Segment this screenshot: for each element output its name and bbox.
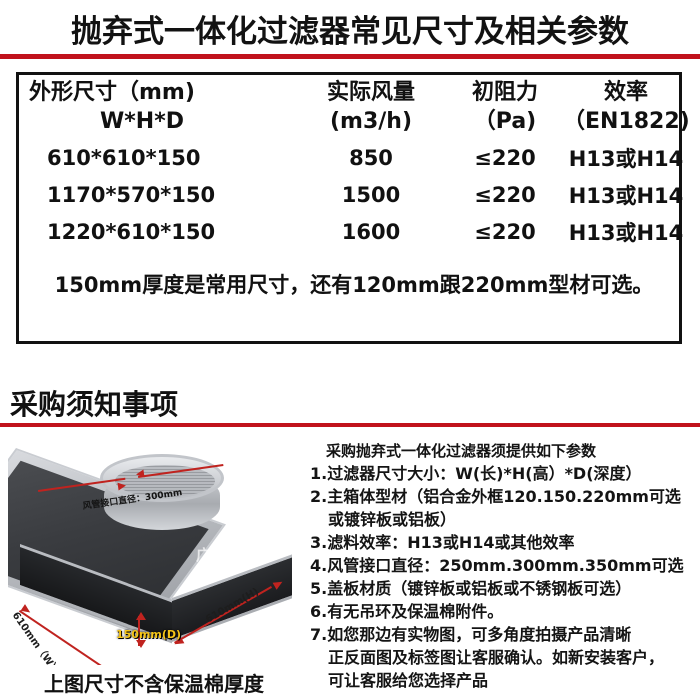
table-header-row: 外形尺寸（mm) W*H*D 实际风量 (m3/h) 初阻力 （Pa) 效率 （…: [19, 75, 690, 139]
title-block: 抛弃式一体化过滤器常见尺寸及相关参数: [0, 12, 700, 59]
note-text-cont: 或镀锌板或铝板）: [328, 510, 457, 529]
cell-resistance: ≤220: [474, 182, 536, 207]
column-header-efficiency: 效率 （EN1822): [563, 75, 690, 139]
purchase-section-header: 采购须知事项: [0, 388, 700, 427]
note-number: 2.: [310, 487, 328, 506]
depth-arrow-head-top: [136, 612, 146, 620]
note-text: 滤料效率：H13或H14或其他效率: [327, 533, 575, 552]
note-text: 盖板材质（镀锌板或铝板或不锈钢板可选）: [327, 579, 632, 598]
cell-efficiency: H13或H14: [568, 220, 684, 245]
cell-size: 1220*610*150: [47, 219, 216, 244]
purchase-notes-lead: 采购抛弃式一体化过滤器须提供如下参数: [326, 442, 597, 460]
duct-rim: [100, 454, 224, 502]
product-photo: 广州梓净 风管接口直径：300mm 610mm（W） 610mm(H) 150m…: [8, 440, 300, 665]
note-number: 6.: [310, 602, 328, 621]
width-arrow-head-end: [110, 664, 123, 665]
column-header-size-line1: 外形尺寸（mm): [29, 80, 195, 105]
column-header-airflow-line2: (m3/h): [329, 109, 413, 134]
duct-mesh: [115, 465, 215, 497]
cell-airflow: 850: [349, 145, 393, 170]
table-row: 1170*570*150 1500 ≤220 H13或H14: [19, 176, 689, 213]
photo-watermark: 广州梓净: [196, 546, 265, 564]
table-row: 610*610*150 850 ≤220 H13或H14: [19, 139, 689, 176]
list-item: 2.主箱体型材（铝合金外框120.150.220mm可选 或镀锌板或铝板）: [310, 485, 696, 531]
cell-efficiency: H13或H14: [568, 146, 684, 171]
table-footnote: 150mm厚度是常用尺寸，还有120mm跟220mm型材可选。: [54, 273, 654, 297]
column-header-efficiency-line1: 效率: [603, 80, 648, 105]
column-header-resistance-line1: 初阻力: [471, 80, 538, 105]
column-header-airflow-line1: 实际风量: [326, 80, 415, 105]
spec-table: 外形尺寸（mm) W*H*D 实际风量 (m3/h) 初阻力 （Pa) 效率 （…: [16, 72, 690, 344]
duct-arrow-head-right: [117, 481, 127, 491]
cell-size: 1170*570*150: [47, 182, 216, 207]
list-item: 4.风管接口直径：250mm.300mm.350mm可选: [310, 554, 696, 577]
annotation-depth: 150mm(D): [116, 628, 182, 641]
cell-size: 610*610*150: [47, 145, 201, 170]
note-text: 有无吊环及保温棉附件。: [327, 602, 504, 621]
cell-resistance: ≤220: [474, 145, 536, 170]
purchase-red-rule: [0, 423, 700, 427]
purchase-section-title: 采购须知事项: [10, 388, 179, 421]
list-item: 6.有无吊环及保温棉附件。: [310, 600, 696, 623]
note-text: 如您那边有实物图，可多角度拍摄产品清晰: [327, 625, 632, 644]
page-title: 抛弃式一体化过滤器常见尺寸及相关参数: [71, 14, 629, 50]
depth-arrow-head-bottom: [136, 640, 146, 648]
list-item: 1.过滤器尺寸大小：W(长)*H(高）*D(深度）: [310, 462, 696, 485]
title-red-rule: [0, 54, 700, 59]
duct-collar: [100, 454, 224, 534]
column-header-resistance-line2: （Pa): [473, 109, 537, 134]
column-header-resistance: 初阻力 （Pa): [447, 75, 563, 139]
note-number: 1.: [310, 464, 328, 483]
note-number: 7.: [310, 625, 328, 644]
column-header-size-line2: W*H*D: [100, 109, 184, 134]
column-header-airflow: 实际风量 (m3/h): [295, 75, 447, 139]
note-number: 4.: [310, 556, 328, 575]
note-number: 5.: [310, 579, 328, 598]
table-row: 1220*610*150 1600 ≤220 H13或H14: [19, 213, 689, 250]
column-header-efficiency-line2: （EN1822): [563, 109, 690, 134]
list-item: 3.滤料效率：H13或H14或其他效率: [310, 531, 696, 554]
table-footnote-row: 150mm厚度是常用尺寸，还有120mm跟220mm型材可选。: [19, 250, 689, 308]
note-text: 主箱体型材（铝合金外框120.150.220mm可选: [327, 487, 681, 506]
note-text-cont: 正反面图及标签图让客服确认。如新安装客户，: [328, 648, 665, 667]
note-number: 3.: [310, 533, 328, 552]
note-text: 过滤器尺寸大小：W(长)*H(高）*D(深度）: [327, 464, 642, 483]
photo-caption: 上图尺寸不含保温棉厚度: [44, 672, 264, 696]
cell-airflow: 1500: [341, 182, 401, 207]
cell-airflow: 1600: [341, 219, 401, 244]
list-item: 5.盖板材质（镀锌板或铝板或不锈钢板可选）: [310, 577, 696, 600]
cell-resistance: ≤220: [474, 219, 536, 244]
cell-efficiency: H13或H14: [568, 183, 684, 208]
purchase-notes-list: 采购抛弃式一体化过滤器须提供如下参数 1.过滤器尺寸大小：W(长)*H(高）*D…: [310, 440, 696, 692]
note-text: 风管接口直径：250mm.300mm.350mm可选: [327, 556, 684, 575]
note-text-cont: 可让客服给您选择产品: [328, 671, 489, 690]
duct-arrow-head-left: [135, 469, 145, 479]
list-item: 7.如您那边有实物图，可多角度拍摄产品清晰 正反面图及标签图让客服确认。如新安装…: [310, 623, 696, 692]
column-header-size: 外形尺寸（mm) W*H*D: [19, 75, 295, 139]
